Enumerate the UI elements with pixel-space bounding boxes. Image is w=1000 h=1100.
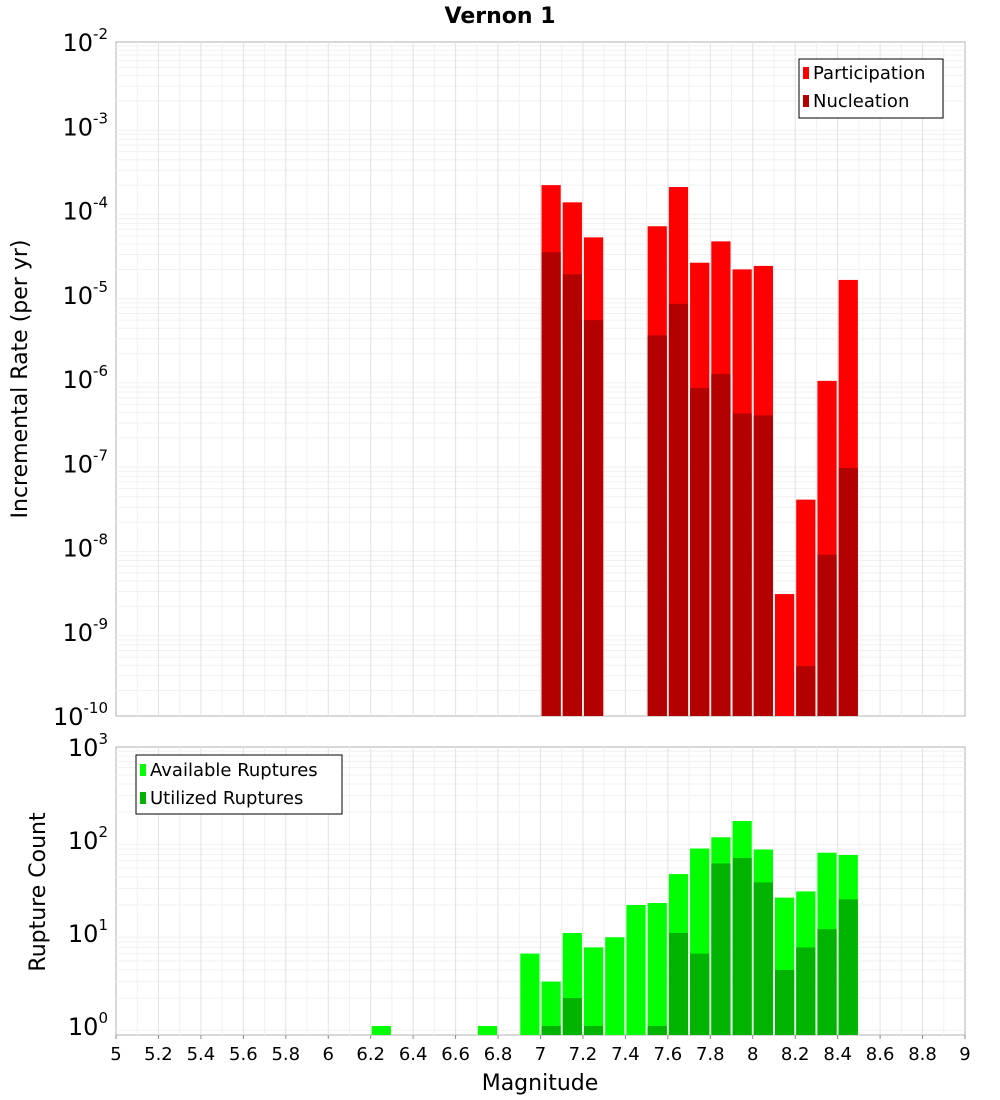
rupture-count-y-ticks: 100 101 102 103 [68,730,108,1041]
y-tick-label: 10-4 [62,194,108,226]
available-ruptures-bar [520,953,540,1035]
available-ruptures-bar [647,903,667,1035]
y-tick-label: 10-2 [62,25,108,57]
nucleation-legend-label: Nucleation [813,91,909,112]
y-tick-label: 10-9 [62,615,108,647]
utilized-ruptures-bar [711,863,731,1035]
incremental-rate-bars [541,185,858,717]
rupture-count-legend-box [135,754,343,815]
participation-legend-swatch [803,67,809,79]
nucleation-bar [562,274,582,716]
x-tick-label: 5.6 [229,1044,258,1065]
utilized-ruptures-legend-swatch [140,792,146,804]
available-ruptures-bar [605,937,625,1035]
y-tick-label: 10-8 [62,531,108,563]
nucleation-bar [711,373,731,716]
rupture-count-legend: Available Ruptures Utilized Ruptures [135,754,343,815]
available-ruptures-legend-label: Available Ruptures [150,760,318,781]
y-tick-label: 103 [68,730,108,762]
magnitude-x-ticks: 5 5.2 5.4 5.6 5.8 6 6.2 6.4 6.6 6.8 7 7.2 7.4 7.6 7.8 8… [110,1035,971,1065]
available-ruptures-bar [626,904,646,1035]
x-tick-label: 5.4 [187,1044,216,1065]
x-tick-label: 6.8 [484,1044,513,1065]
nucleation-bar [753,415,773,716]
nucleation-bar [732,413,752,716]
rupture-count-bars [371,821,858,1035]
y-tick-label: 10-5 [62,278,108,310]
utilized-ruptures-bar [774,969,795,1035]
x-tick-label: 8.4 [823,1044,852,1065]
available-ruptures-bar [477,1025,498,1035]
x-tick-label: 6.4 [399,1044,428,1065]
nucleation-bar [647,335,667,716]
chart-title: Vernon 1 [445,4,556,29]
x-tick-label: 9 [959,1044,970,1065]
y-tick-label: 100 [68,1009,108,1041]
utilized-ruptures-bar [817,929,837,1035]
nucleation-bar [541,252,561,717]
utilized-ruptures-legend-label: Utilized Ruptures [150,788,303,809]
nucleation-bar [668,303,689,716]
available-ruptures-legend-swatch [140,764,146,776]
y-tick-label: 101 [68,916,108,948]
x-tick-label: 7.6 [654,1044,683,1065]
incremental-rate-plot: 10-10 10-9 10-8 10-7 10-6 10-5 10-4 10-3 10-2 In… [8,25,966,731]
magnitude-x-axis-label: Magnitude [482,1071,599,1096]
x-tick-label: 7.8 [696,1044,725,1065]
x-tick-label: 7.4 [611,1044,640,1065]
utilized-ruptures-bar [732,858,752,1035]
x-tick-label: 8.6 [866,1044,895,1065]
y-tick-label: 10-3 [62,109,108,141]
x-tick-label: 8.2 [781,1044,810,1065]
x-tick-label: 7.2 [569,1044,598,1065]
x-tick-label: 8 [747,1044,758,1065]
rupture-count-y-axis-label: Rupture Count [26,812,51,972]
x-tick-label: 5.8 [271,1044,300,1065]
utilized-ruptures-bar [647,1025,667,1035]
x-tick-label: 5.2 [144,1044,173,1065]
nucleation-legend-swatch [803,95,809,107]
y-tick-label: 102 [68,823,108,855]
rupture-count-plot: 100 101 102 103 5 5.2 5.4 5.6 5.8 6 6.2 6.4 6.6 6.8 7… [26,730,971,1096]
nucleation-bar [690,388,710,716]
x-tick-label: 8.8 [908,1044,937,1065]
y-tick-label: 10-6 [62,362,108,394]
available-ruptures-bar [371,1025,391,1035]
incremental-rate-legend: Participation Nucleation [798,58,944,119]
y-tick-label: 10-7 [62,446,108,478]
x-tick-label: 6.2 [356,1044,385,1065]
nucleation-bar [838,467,858,716]
utilized-ruptures-bar [562,997,582,1035]
x-tick-label: 7 [535,1044,546,1065]
participation-legend-label: Participation [813,63,925,84]
x-tick-label: 6 [323,1044,334,1065]
x-tick-label: 6.6 [441,1044,470,1065]
nucleation-bar [817,554,837,716]
nucleation-bar [583,320,604,716]
incremental-rate-legend-box [798,58,944,119]
utilized-ruptures-bar [668,932,689,1035]
incremental-rate-y-ticks: 10-10 10-9 10-8 10-7 10-6 10-5 10-4 10-3 10-2 [53,25,108,731]
available-ruptures-bar [541,981,561,1035]
nucleation-bar [796,666,816,716]
utilized-ruptures-bar [583,1025,604,1035]
utilized-ruptures-bar [796,947,816,1035]
incremental-rate-y-axis-label: Incremental Rate (per yr) [8,240,33,519]
participation-bar [774,594,795,716]
utilized-ruptures-bar [690,953,710,1035]
utilized-ruptures-bar [838,899,858,1035]
participation-bar [796,499,816,716]
y-tick-label: 10-10 [53,699,108,731]
available-ruptures-bar [583,947,604,1035]
utilized-ruptures-bar [541,1025,561,1035]
x-tick-label: 5 [110,1044,121,1065]
utilized-ruptures-bar [753,882,773,1035]
incremental-rate-grid [116,42,965,716]
